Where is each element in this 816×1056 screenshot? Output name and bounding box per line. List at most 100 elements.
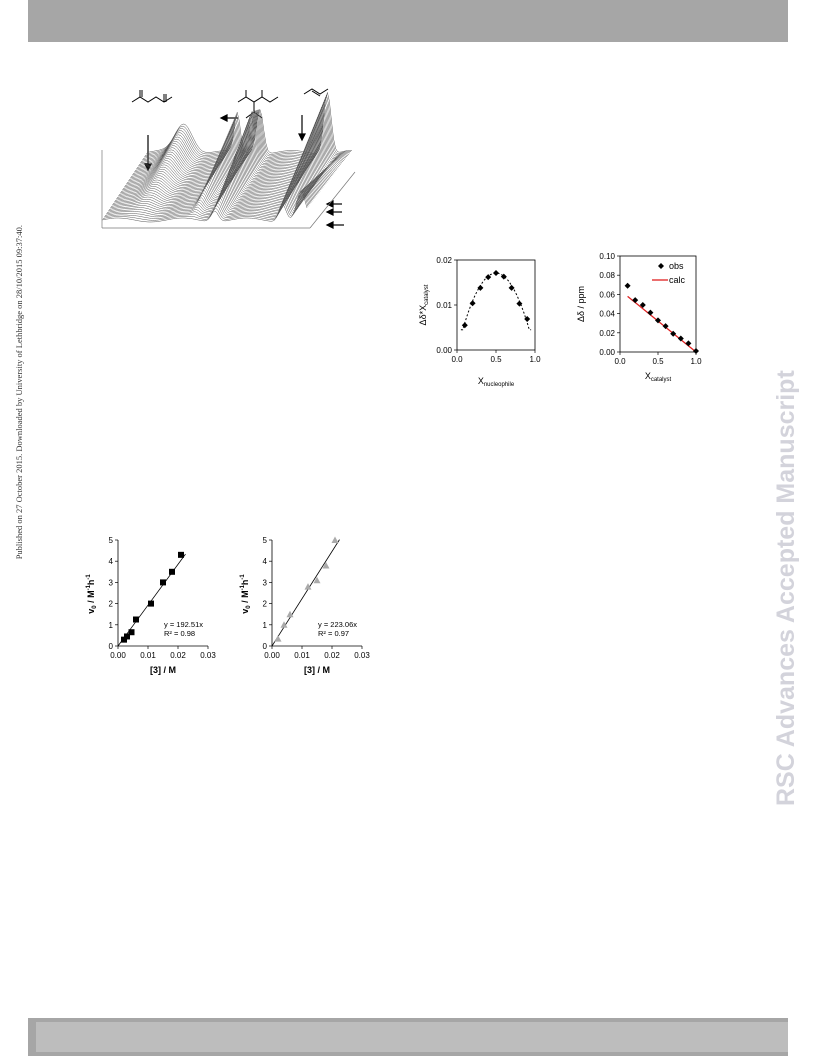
y-axis-label: Δδ*Xcatalyst: [418, 284, 430, 325]
x-axis-label: Xcatalyst: [645, 371, 672, 383]
calc-line: [627, 295, 697, 353]
spectrum-trace: [131, 128, 338, 177]
data-point: [516, 300, 523, 307]
label-part: X: [478, 376, 484, 386]
spectra-figure: [80, 80, 370, 245]
spectrum-trace: [114, 171, 321, 202]
y-tick-label: 4: [263, 557, 268, 566]
spectrum-trace: [113, 173, 320, 204]
label-part: 0: [92, 605, 98, 609]
fit-line: [271, 539, 340, 647]
y-tick-label: 0.06: [599, 290, 615, 299]
shift-plot-figure: 0.0 0.5 1.0 0.00 0.02 0.04 0.06 0.08 0.10 obs calc…: [572, 250, 722, 400]
y-tick-label: 0.02: [599, 329, 615, 338]
spectrum-trace: [132, 126, 339, 175]
spectrum-trace: [135, 118, 342, 171]
label-part: nucleophile: [484, 382, 515, 388]
spectrum-trace: [117, 163, 324, 198]
x-tick-label: 0.00: [264, 651, 280, 660]
data-point: [313, 576, 321, 584]
y-tick-label: 2: [263, 600, 268, 609]
data-point: [655, 317, 661, 324]
y-tick-label: 5: [263, 536, 268, 545]
spectrum-trace: [119, 158, 326, 195]
watermark-text: RSC Advances Accepted Manuscript: [772, 370, 800, 806]
y-tick-label: 0.02: [436, 256, 452, 265]
rate-plot-1-figure: 0.00 0.01 0.02 0.03 0 1 2 3 4 5 y = 192.51x R² = 0.…: [82, 530, 222, 685]
spectrum-trace: [102, 189, 309, 221]
y-axis-label: v0 / M-1h-1: [240, 574, 252, 614]
molecule-structures: [131, 88, 329, 119]
y-tick-label: 2: [109, 600, 114, 609]
x-axis-label: [3] / M: [150, 665, 176, 675]
y-tick-label: 3: [263, 578, 268, 587]
y-tick-label: 0.04: [599, 310, 615, 319]
data-point: [121, 636, 127, 643]
data-point: [624, 282, 631, 289]
label-part: -1: [86, 574, 92, 580]
data-point: [169, 568, 175, 575]
data-point: [485, 274, 492, 281]
spectrum-trace: [124, 146, 331, 187]
publication-note-text: Published on 27 October 2015. Downloaded…: [14, 225, 24, 560]
spectrum-trace: [118, 161, 325, 196]
data-point: [331, 536, 339, 543]
plot-frame: [619, 255, 697, 353]
data-point: [322, 561, 330, 569]
data-point: [632, 297, 639, 304]
y-tick-label: 1: [263, 621, 268, 630]
data-point: [160, 579, 166, 586]
data-point: [128, 629, 135, 636]
fit-equation: y = 223.06x: [318, 620, 357, 629]
job-plot-chart: 0.0 0.5 1.0 0.00 0.01 0.02 Δδ*Xcatalyst Xnucleo…: [418, 256, 541, 388]
x-tick-label: 0.5: [652, 357, 664, 366]
spectrum-trace: [120, 156, 327, 193]
data-point: [133, 616, 139, 623]
label-part: Δδ*X: [418, 305, 428, 326]
spectrum-trace: [106, 186, 313, 214]
y-tick-label: 3: [109, 578, 114, 587]
data-point: [662, 323, 669, 330]
data-point: [469, 300, 476, 307]
data-point: [500, 273, 507, 280]
data-point: [693, 348, 699, 355]
data-point: [178, 551, 184, 558]
fit-r2: R² = 0.97: [318, 629, 349, 638]
spectrum-trace: [104, 187, 311, 218]
label-part: -1: [240, 584, 246, 590]
x-tick-label: 0.03: [200, 651, 216, 660]
data-point: [677, 335, 684, 342]
x-tick-label: 0.00: [110, 651, 126, 660]
data-point: [685, 340, 692, 347]
data-point: [461, 322, 468, 329]
data-point: [477, 284, 484, 291]
y-tick-label: 0.10: [599, 252, 615, 261]
spectrum-trace: [139, 109, 346, 165]
x-tick-label: 0.02: [170, 651, 186, 660]
x-tick-label: 1.0: [529, 355, 541, 364]
spectrum-trace: [122, 151, 329, 190]
spectrum-trace: [142, 102, 349, 160]
spectrum-trace: [103, 188, 310, 219]
data-point: [508, 284, 515, 291]
fit-r2: R² = 0.98: [164, 629, 195, 638]
data-point: [286, 610, 294, 618]
data-point: [274, 635, 282, 642]
x-tick-label: 0.01: [140, 651, 156, 660]
data-point: [124, 633, 130, 640]
x-tick-label: 0.5: [490, 355, 502, 364]
header-bar: [28, 0, 788, 42]
spectrum-trace: [109, 183, 316, 210]
y-tick-label: 0.01: [436, 301, 452, 310]
y-axis-label: v0 / M-1h-1: [86, 574, 98, 614]
spectrum-trace: [126, 141, 333, 184]
label-part: h: [240, 580, 250, 586]
spectrum-trace: [125, 143, 332, 186]
label-part: 0: [246, 605, 252, 609]
label-part: catalyst: [651, 377, 672, 383]
y-axis-label: Δδ / ppm: [576, 286, 586, 322]
label-part: catalyst: [424, 284, 430, 305]
x-tick-label: 0.0: [451, 355, 463, 364]
